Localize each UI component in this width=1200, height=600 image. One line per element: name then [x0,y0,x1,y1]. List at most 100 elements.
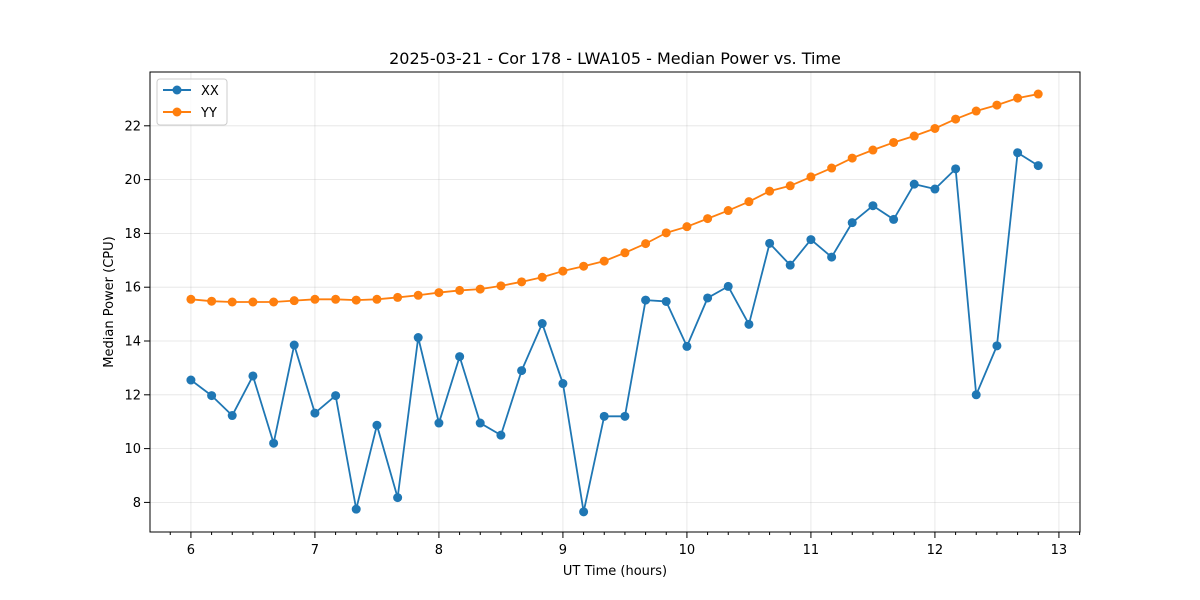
data-point-yy [889,137,899,147]
data-point-yy [847,153,857,163]
data-point-xx [847,218,857,228]
data-point-xx [1013,148,1023,158]
data-point-yy [827,163,837,173]
data-point-yy [289,296,299,306]
data-point-yy [661,228,671,238]
y-tick-label: 14 [124,335,141,350]
data-point-xx [351,504,361,514]
data-point-xx [455,352,465,362]
data-point-yy [455,285,465,295]
x-tick-label: 7 [311,543,319,558]
data-point-xx [186,375,196,385]
grid [150,72,1080,532]
data-point-yy [269,297,279,307]
x-tick-label: 9 [559,543,567,558]
data-point-yy [496,281,506,291]
data-point-yy [930,123,940,133]
data-point-xx [806,235,816,245]
data-point-yy [620,248,630,258]
data-point-yy [1013,93,1023,103]
data-point-yy [393,292,403,302]
x-tick-label: 11 [803,543,820,558]
data-point-xx [930,184,940,194]
data-point-xx [599,411,609,421]
x-tick-label: 13 [1051,543,1068,558]
data-point-xx [992,341,1002,351]
data-point-xx [744,319,754,329]
data-point-xx [765,238,775,248]
data-point-yy [703,214,713,224]
data-point-xx [248,371,258,381]
data-point-yy [806,172,816,182]
data-point-yy [310,294,320,304]
data-point-yy [971,106,981,116]
data-point-xx [537,319,547,329]
x-tick-label: 8 [435,543,443,558]
data-point-xx [827,252,837,262]
data-point-yy [517,277,527,287]
data-point-xx [372,420,382,430]
data-point-xx [579,507,589,517]
data-point-xx [227,411,237,421]
data-point-yy [227,297,237,307]
series-lines [186,89,1043,517]
data-point-xx [434,418,444,428]
data-point-xx [331,391,341,401]
data-point-xx [682,341,692,351]
legend-label-xx: XX [201,84,219,99]
data-point-yy [372,294,382,304]
data-point-yy [207,296,217,306]
data-point-xx [785,260,795,270]
x-tick-label: 12 [927,543,944,558]
x-axis-label: UT Time (hours) [563,564,667,579]
y-tick-label: 18 [124,227,141,242]
data-point-xx [289,340,299,350]
data-point-xx [269,438,279,448]
data-point-yy [951,114,961,124]
data-point-xx [723,281,733,291]
x-tick-label: 10 [679,543,696,558]
y-tick-label: 16 [124,281,141,296]
data-point-yy [351,295,361,305]
plot-frame [149,71,1081,533]
data-point-yy [413,290,423,300]
data-point-xx [909,179,919,189]
data-point-xx [517,366,527,376]
data-point-xx [889,214,899,224]
legend-marker-yy [172,107,182,117]
data-point-xx [641,295,651,305]
chart-title: 2025-03-21 - Cor 178 - LWA105 - Median P… [389,49,841,68]
data-point-xx [496,430,506,440]
data-point-yy [434,288,444,298]
data-point-yy [475,284,485,294]
data-point-yy [723,206,733,216]
data-point-xx [661,296,671,306]
axis-ticks: 6 7 8 9 10 11 12 13 8 10 12 14 16 18 20 22 [124,119,1081,558]
data-point-yy [558,266,568,276]
data-point-yy [599,256,609,266]
data-point-yy [765,186,775,196]
data-point-yy [248,297,258,307]
data-point-yy [331,294,341,304]
y-tick-label: 10 [124,442,141,457]
y-tick-label: 22 [124,119,141,134]
data-point-yy [868,145,878,155]
data-point-xx [620,411,630,421]
legend: XX YY [156,78,228,126]
series-line-xx [190,151,1039,513]
data-point-yy [641,239,651,249]
data-point-xx [1033,161,1043,171]
data-point-xx [558,379,568,389]
y-axis-label: Median Power (CPU) [102,236,117,367]
data-point-xx [475,418,485,428]
data-point-yy [1033,89,1043,99]
data-point-xx [951,164,961,174]
data-point-xx [393,493,403,503]
legend-marker-xx [172,85,182,95]
data-point-yy [186,294,196,304]
data-point-xx [868,201,878,211]
data-point-yy [744,197,754,207]
data-point-yy [537,272,547,282]
x-tick-label: 6 [187,543,195,558]
